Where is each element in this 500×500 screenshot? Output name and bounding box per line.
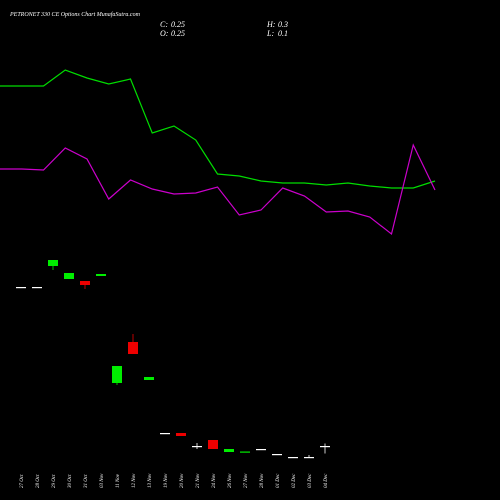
x-tick-label: 19 Nov (164, 473, 169, 488)
candle-body (32, 287, 42, 289)
summary-value: 0.1 (278, 29, 288, 38)
x-tick-label: 03 Dec (308, 473, 313, 488)
x-tick-label: 31 Oct (84, 474, 89, 488)
x-tick-label: 01 Dec (276, 473, 281, 488)
candle-body (144, 377, 154, 380)
candle-body (64, 273, 74, 279)
x-tick-label: 20 Nov (180, 473, 185, 488)
x-tick-label: 24 Nov (212, 473, 217, 488)
x-tick-label: 28 Nov (260, 473, 265, 488)
summary-label: H: (266, 20, 276, 29)
candle-body (208, 440, 218, 449)
x-tick-label: 30 Oct (68, 474, 73, 488)
summary-value: 0.3 (278, 20, 288, 29)
line-series (0, 143, 436, 236)
x-tick-label: 13 Nov (148, 473, 153, 488)
candle-body (160, 433, 170, 435)
x-tick-label: 04 Dec (324, 473, 329, 488)
candle-body (128, 342, 138, 354)
candle-body (80, 281, 90, 285)
x-tick-label: 27 Nov (244, 473, 249, 488)
x-tick-label: 28 Oct (36, 474, 41, 488)
line-series (0, 69, 436, 189)
candle-body (112, 366, 122, 383)
candle-body (192, 446, 202, 448)
candle-body (224, 449, 234, 452)
candle-body (96, 274, 106, 276)
x-tick-label: 27 Oct (20, 474, 25, 488)
x-tick-label: 11 Nov (116, 473, 121, 488)
x-tick-label: 21 Nov (196, 473, 201, 488)
candle-body (272, 454, 282, 456)
candle-body (16, 287, 26, 289)
x-tick-label: 12 Nov (132, 473, 137, 488)
candle-body (256, 449, 266, 451)
candle-body (288, 457, 298, 459)
candle-body (176, 433, 186, 436)
summary-label: C: (160, 20, 168, 29)
candle-body (304, 457, 314, 459)
summary-label: O: (160, 29, 169, 38)
x-tick-label: 29 Oct (52, 474, 57, 488)
x-tick-label: 02 Dec (292, 473, 297, 488)
summary-label: L: (266, 29, 274, 38)
summary-value: 0.25 (171, 29, 185, 38)
candle-body (48, 260, 58, 266)
candle-body (240, 451, 250, 453)
chart-title: PETRONET 330 CE Options Chart MunafaSutr… (9, 11, 141, 18)
x-tick-label: 26 Nov (228, 473, 233, 488)
summary-value: 0.25 (171, 20, 185, 29)
x-tick-label: 03 Nov (100, 473, 105, 488)
candle-body (320, 446, 330, 448)
